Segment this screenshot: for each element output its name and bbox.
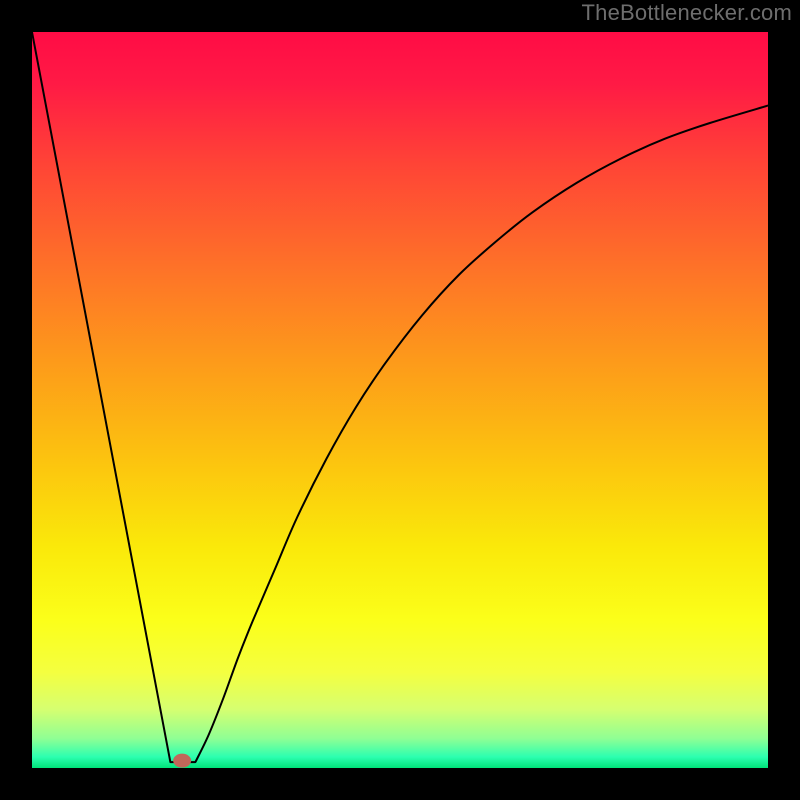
watermark-text: TheBottlenecker.com bbox=[582, 0, 792, 26]
optimum-marker bbox=[173, 754, 191, 768]
bottleneck-chart bbox=[0, 0, 800, 800]
chart-container: TheBottlenecker.com bbox=[0, 0, 800, 800]
